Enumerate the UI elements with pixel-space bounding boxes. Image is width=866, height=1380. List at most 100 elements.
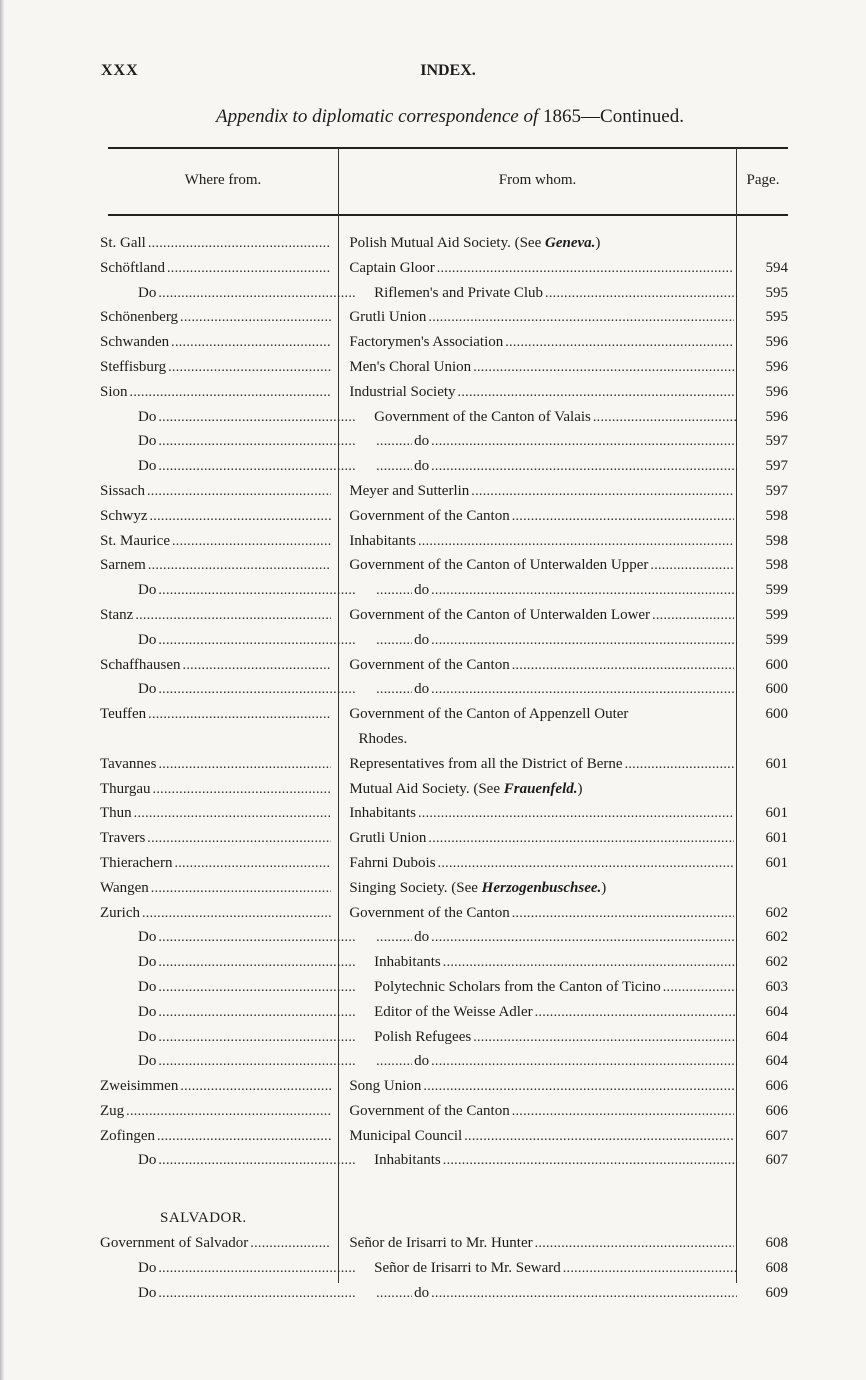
- table-top-rule: [108, 147, 788, 149]
- dot-leader: [158, 925, 356, 950]
- from-whom-cell: Meyer and Sutterlin: [343, 479, 736, 504]
- from-whom-text: Representatives from all the District of…: [349, 755, 623, 772]
- from-whom-cell: Municipal Council: [343, 1124, 736, 1149]
- table-row: Schönenberg Grutli Union 595: [100, 305, 790, 330]
- page-cell: [736, 231, 790, 256]
- where-from-text: Sarnem: [100, 557, 146, 574]
- table-row: Teuffen Government of the Canton of Appen…: [100, 702, 790, 727]
- from-whom-cell: Inhabitants: [368, 950, 739, 975]
- dot-leader: [180, 305, 331, 330]
- from-whom-continuation: Rhodes.: [358, 730, 408, 747]
- dot-leader: [473, 1025, 737, 1050]
- from-whom-text: Señor de Irisarri to Mr. Hunter: [349, 1235, 533, 1252]
- where-from-text: Government of Salvador: [100, 1235, 249, 1252]
- header-bottom-rule: [108, 214, 788, 216]
- where-from-text: Schwanden: [100, 334, 170, 351]
- dot-leader: [431, 429, 737, 454]
- subtitle-italic: Appendix to diplomatic correspondence of: [216, 106, 539, 127]
- table-row: Do Señor de Irisarri to Mr. Seward 608: [100, 1256, 790, 1281]
- dot-leader: [505, 330, 734, 355]
- dot-leader: [147, 826, 331, 851]
- table-row: Do do 600: [100, 677, 790, 702]
- from-whom-cell: do: [368, 677, 739, 702]
- where-from-cell: Sarnem: [100, 553, 333, 578]
- table-row: Zweisimmen Song Union 606: [100, 1074, 790, 1099]
- from-whom-cell: Government of the Canton of Valais: [368, 405, 739, 430]
- page-cell: 603: [765, 978, 788, 995]
- table-row: Do Inhabitants 607: [100, 1148, 790, 1173]
- page-cell: 602: [765, 929, 788, 946]
- section-subtitle: Appendix to diplomatic correspondence of…: [0, 106, 866, 128]
- dot-leader: [431, 454, 737, 479]
- table-row: Schwyz Government of the Canton 598: [100, 504, 790, 529]
- dot-leader: [563, 1256, 737, 1281]
- dot-leader: [150, 504, 332, 529]
- page-cell: 601: [765, 805, 789, 822]
- dot-leader: [158, 405, 356, 430]
- where-from-text: Do: [138, 1053, 157, 1070]
- where-from-cell: Travers: [100, 826, 333, 851]
- from-whom-cell: Señor de Irisarri to Mr. Seward: [368, 1256, 739, 1281]
- where-from-text: Thun: [100, 805, 132, 822]
- subtitle-rest: —Continued.: [581, 106, 684, 127]
- section-heading-text: SALVADOR.: [160, 1210, 247, 1227]
- from-whom-cell: Government of the Canton: [343, 653, 736, 678]
- from-whom-text: do: [414, 681, 430, 698]
- from-whom-cell: do: [368, 429, 739, 454]
- table-row: Zurich Government of the Canton 602: [100, 901, 790, 926]
- dot-leader: [512, 653, 734, 678]
- table-row: Do Editor of the Weisse Adler 604: [100, 1000, 790, 1025]
- from-whom-text: Riflemen's and Private Club: [374, 284, 544, 301]
- dot-leader: [153, 777, 332, 802]
- spacer: [100, 1173, 790, 1206]
- where-from-cell: Do: [100, 1000, 358, 1025]
- from-whom-text: Polish Mutual Aid Society. (See: [349, 235, 542, 251]
- dot-leader: [418, 801, 734, 826]
- running-head: INDEX.: [0, 62, 866, 80]
- see-close: ): [595, 235, 601, 251]
- from-whom-text: do: [414, 1284, 430, 1301]
- page-cell: 597: [765, 458, 788, 475]
- table-row: Thun Inhabitants 601: [100, 801, 790, 826]
- page-cell: 598: [765, 507, 789, 524]
- table-row: Schaffhausen Government of the Canton 600: [100, 653, 790, 678]
- dot-leader: [148, 553, 331, 578]
- dot-leader: [158, 1049, 356, 1074]
- table-row: Thurgau Mutual Aid Society. (See Frauenfe…: [100, 777, 790, 802]
- where-from-text: Sissach: [100, 482, 145, 499]
- from-whom-text: Grutli Union: [349, 309, 427, 326]
- where-from-text: Do: [138, 1152, 157, 1169]
- table-row: Do Government of the Canton of Valais 596: [100, 405, 790, 430]
- where-from-text: Do: [138, 1284, 157, 1301]
- from-whom-cell: do: [368, 578, 739, 603]
- where-from-text: Wangen: [100, 879, 149, 896]
- from-whom-text: Factorymen's Association: [349, 334, 504, 351]
- page-cell: [736, 777, 790, 802]
- from-whom-text: Government of the Canton: [349, 507, 510, 524]
- from-whom-text: Men's Choral Union: [349, 358, 472, 375]
- where-from-text: Do: [138, 681, 157, 698]
- where-from-cell: Do: [100, 281, 358, 306]
- from-whom-cell: Industrial Society: [343, 380, 736, 405]
- dot-leader: [431, 1281, 737, 1306]
- table-row: Zug Government of the Canton 606: [100, 1099, 790, 1124]
- from-whom-cell: Inhabitants: [343, 529, 736, 554]
- subtitle-year: 1865: [543, 106, 582, 127]
- from-whom-text: Inhabitants: [374, 954, 441, 971]
- where-from-text: Tavannes: [100, 755, 157, 772]
- where-from-cell: Do: [100, 950, 358, 975]
- where-from-cell: Do: [100, 429, 358, 454]
- from-whom-cell: Government of the Canton of Appenzell Ou…: [343, 702, 736, 727]
- table-row: Sion Industrial Society 596: [100, 380, 790, 405]
- from-whom-cell: Government of the Canton: [343, 504, 736, 529]
- header-page: Page.: [746, 172, 780, 188]
- dot-leader: [158, 950, 356, 975]
- dot-leader: [443, 1148, 737, 1173]
- page-edge: [0, 0, 4, 1380]
- where-from-cell: Zofingen: [100, 1124, 333, 1149]
- page-cell: 607: [765, 1127, 789, 1144]
- dot-leader: [158, 281, 356, 306]
- dot-leader: [174, 851, 331, 876]
- dot-leader: [376, 1281, 412, 1306]
- from-whom-text: do: [414, 582, 430, 599]
